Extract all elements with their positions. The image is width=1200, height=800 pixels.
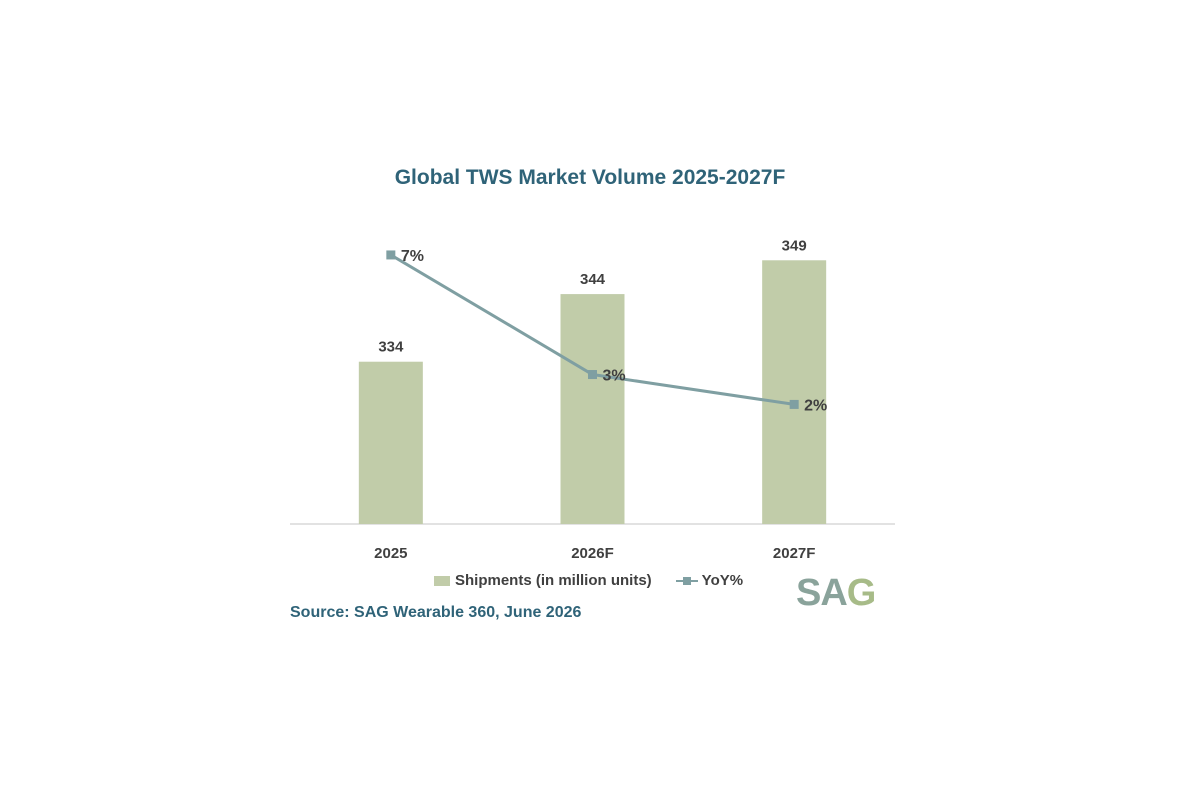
logo-text-part1: SA: [796, 572, 848, 614]
yoy-marker: [386, 250, 396, 260]
bar-value-label: 344: [580, 271, 606, 288]
chart-legend: Shipments (in million units) YoY%: [434, 572, 767, 589]
yoy-value-label: 3%: [603, 368, 626, 385]
yoy-value-label: 7%: [401, 248, 424, 265]
x-tick-label: 2026F: [571, 545, 614, 562]
legend-bar-swatch: [434, 575, 450, 586]
bar-value-label: 334: [378, 339, 404, 356]
chart-title: Global TWS Market Volume 2025-2027F: [394, 166, 786, 189]
x-tick-label: 2025: [374, 545, 407, 562]
sag-logo: SAG: [796, 572, 877, 615]
yoy-value-label: 2%: [804, 397, 827, 414]
yoy-marker: [789, 399, 799, 409]
x-tick-label: 2027F: [773, 545, 816, 562]
legend-item-shipments: Shipments (in million units): [434, 572, 652, 589]
yoy-marker: [588, 370, 597, 380]
logo-text-part2: G: [846, 572, 877, 614]
legend-label-yoy: YoY%: [701, 572, 744, 589]
bar-2025: [358, 361, 423, 524]
legend-line-swatch: [675, 575, 698, 587]
source-note: Source: SAG Wearable 360, June 2026: [290, 604, 582, 621]
bar-2027f: [762, 260, 827, 524]
bar-2026f: [560, 294, 625, 524]
legend-item-yoy: YoY%: [675, 572, 744, 589]
bar-value-label: 349: [782, 237, 807, 254]
legend-label-shipments: Shipments (in million units): [455, 572, 652, 589]
